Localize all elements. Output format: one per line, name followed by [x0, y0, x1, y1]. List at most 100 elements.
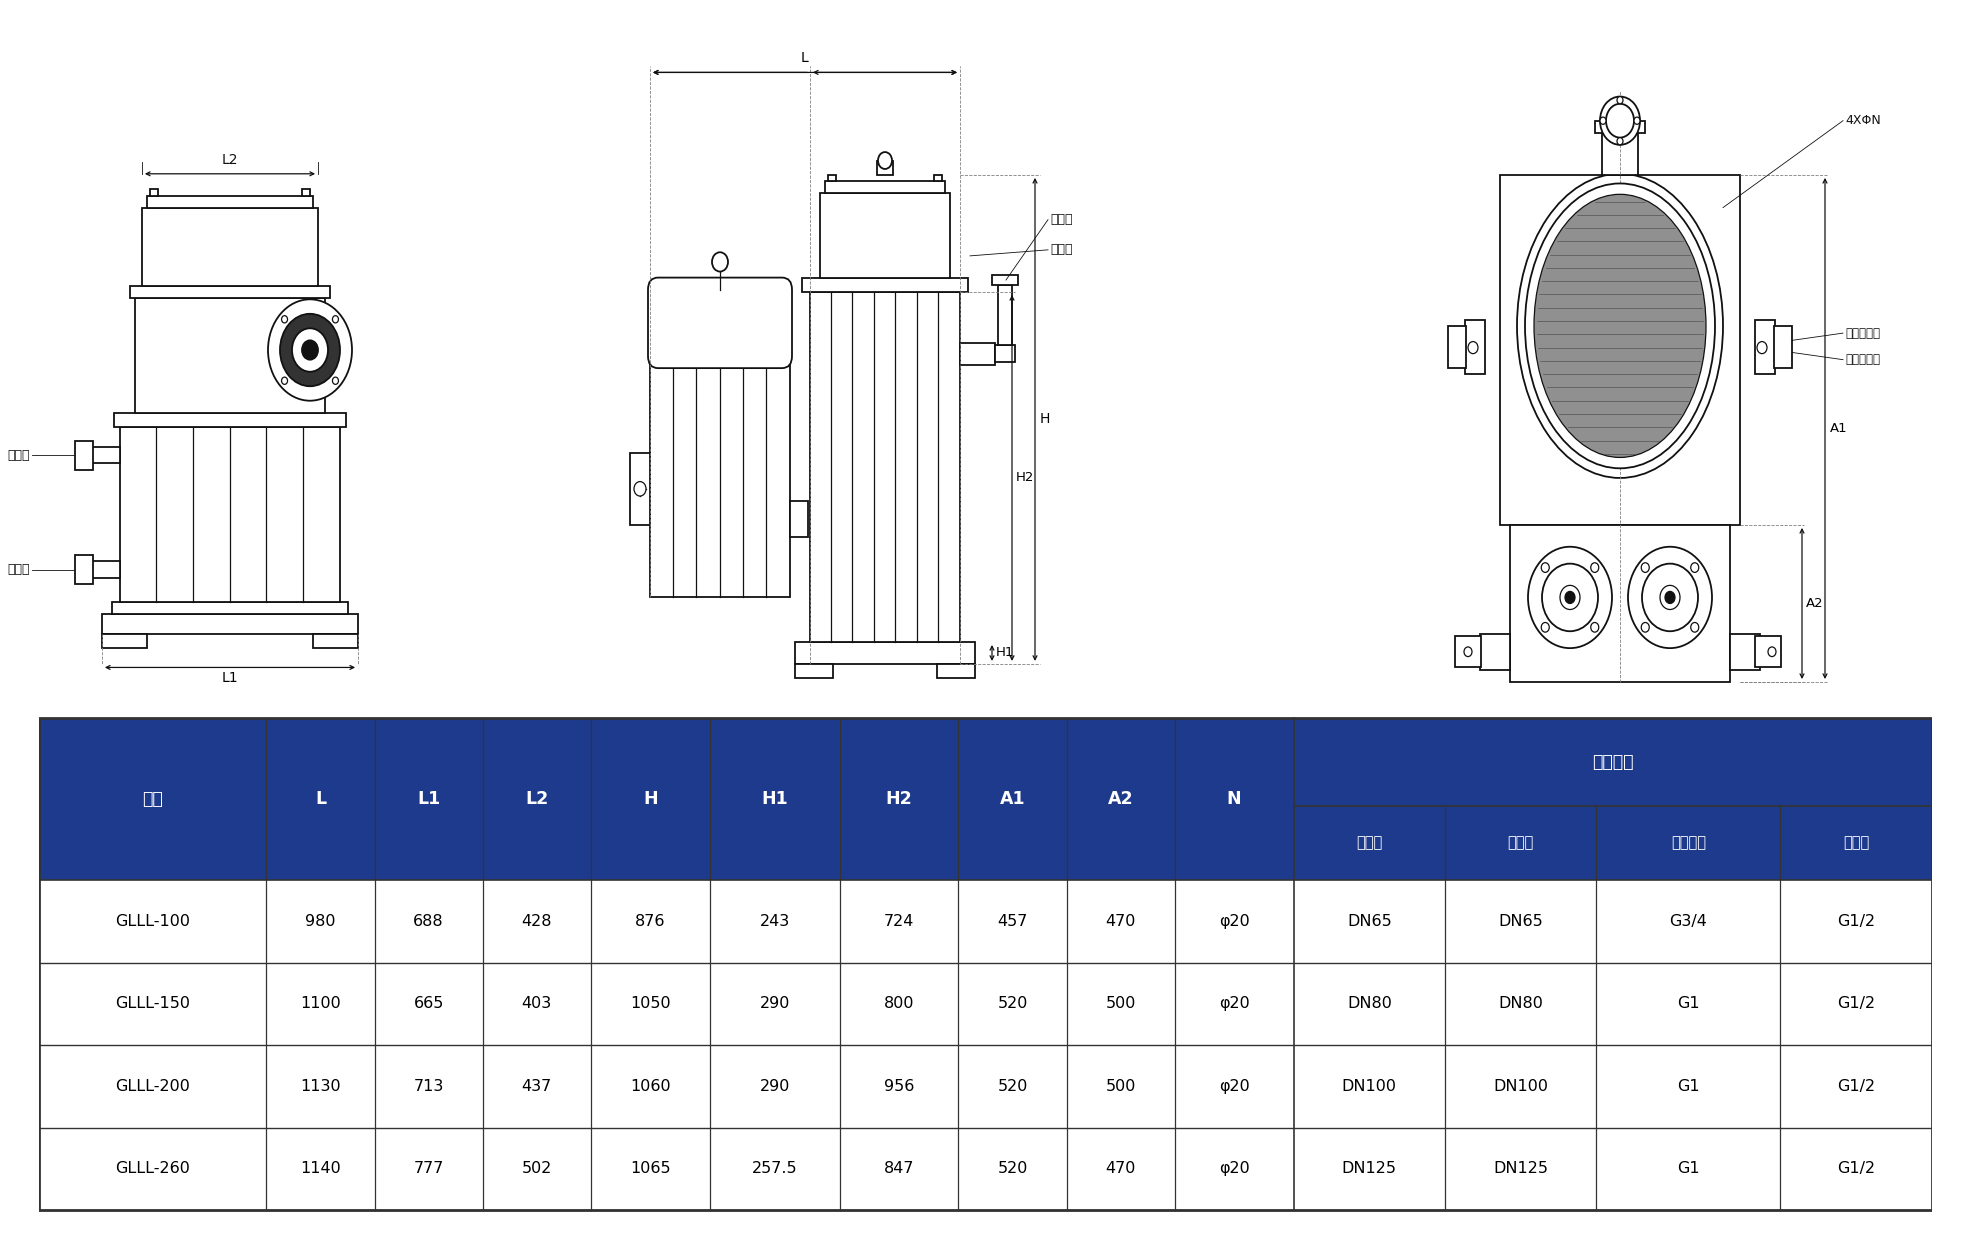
Text: 排液口: 排液口: [8, 449, 30, 461]
Text: 437: 437: [522, 1079, 552, 1094]
Text: A2: A2: [1805, 597, 1823, 610]
Circle shape: [1565, 591, 1575, 603]
Text: 1140: 1140: [300, 1161, 341, 1177]
Bar: [1464, 320, 1484, 374]
Circle shape: [268, 300, 353, 400]
Circle shape: [1665, 591, 1675, 603]
Bar: [995, 346, 1015, 362]
Text: DN100: DN100: [1342, 1079, 1397, 1094]
Text: G1/2: G1/2: [1837, 1079, 1874, 1094]
Text: G3/4: G3/4: [1669, 914, 1707, 929]
Text: L: L: [800, 51, 808, 66]
Text: 冷卻水出口: 冷卻水出口: [1845, 327, 1880, 339]
Bar: [39, 880, 1932, 963]
Text: 713: 713: [414, 1079, 443, 1094]
Text: 777: 777: [414, 1161, 443, 1177]
Circle shape: [1541, 563, 1549, 572]
Bar: [1455, 636, 1480, 668]
Text: φ20: φ20: [1218, 1161, 1250, 1177]
Text: DN65: DN65: [1498, 914, 1543, 929]
Circle shape: [1628, 546, 1713, 648]
Text: φ20: φ20: [1218, 1079, 1250, 1094]
Text: L: L: [315, 789, 325, 808]
Text: 1050: 1050: [631, 996, 670, 1011]
Bar: [934, 175, 942, 181]
Bar: [802, 278, 968, 292]
Text: G1/2: G1/2: [1837, 914, 1874, 929]
Bar: [120, 427, 341, 602]
Circle shape: [1616, 138, 1622, 145]
Circle shape: [1541, 622, 1549, 632]
FancyBboxPatch shape: [648, 278, 792, 368]
Circle shape: [1642, 563, 1650, 572]
Circle shape: [333, 316, 339, 323]
Text: H2: H2: [885, 789, 913, 808]
Bar: [1293, 807, 1932, 880]
Bar: [936, 664, 976, 678]
Text: 847: 847: [883, 1161, 915, 1177]
Circle shape: [1464, 647, 1472, 657]
Bar: [142, 208, 317, 286]
Text: 500: 500: [1106, 1079, 1135, 1094]
Text: A1: A1: [1829, 422, 1847, 435]
Text: G1: G1: [1677, 1079, 1699, 1094]
Circle shape: [280, 313, 341, 387]
Text: H: H: [643, 789, 658, 808]
Text: 876: 876: [635, 914, 666, 929]
Circle shape: [877, 152, 893, 169]
Text: 457: 457: [997, 914, 1027, 929]
Bar: [150, 190, 158, 196]
Bar: [1595, 120, 1646, 133]
Text: 800: 800: [883, 996, 915, 1011]
Bar: [1510, 525, 1731, 681]
Text: 980: 980: [306, 914, 335, 929]
Circle shape: [1600, 97, 1640, 145]
Text: 排氣口: 排氣口: [1508, 835, 1533, 851]
Text: L1: L1: [221, 672, 238, 685]
Bar: [790, 501, 808, 536]
Bar: [313, 633, 359, 648]
Text: 724: 724: [883, 914, 915, 929]
Text: DN80: DN80: [1346, 996, 1392, 1011]
Text: G1: G1: [1677, 996, 1699, 1011]
Bar: [631, 452, 650, 525]
Bar: [991, 275, 1017, 285]
Text: 257.5: 257.5: [751, 1161, 798, 1177]
Bar: [1731, 633, 1760, 670]
Text: 688: 688: [414, 914, 443, 929]
Ellipse shape: [1533, 195, 1707, 457]
Circle shape: [1660, 585, 1679, 610]
Text: DN100: DN100: [1494, 1079, 1547, 1094]
Text: 接口口徑: 接口口徑: [1593, 753, 1634, 771]
Bar: [1602, 133, 1638, 175]
Bar: [794, 642, 976, 664]
Text: GLLL-100: GLLL-100: [116, 914, 191, 929]
Bar: [148, 196, 313, 208]
Text: 956: 956: [883, 1079, 915, 1094]
Text: N: N: [1226, 789, 1242, 808]
Circle shape: [1600, 116, 1606, 124]
Circle shape: [1616, 97, 1622, 104]
Bar: [39, 717, 1293, 880]
Bar: [302, 190, 309, 196]
Text: H: H: [1041, 413, 1051, 426]
Bar: [997, 285, 1011, 346]
Circle shape: [282, 377, 288, 384]
Circle shape: [333, 377, 339, 384]
Text: DN125: DN125: [1494, 1161, 1547, 1177]
Circle shape: [1642, 622, 1650, 632]
Circle shape: [1591, 563, 1598, 572]
Bar: [1774, 326, 1792, 368]
Bar: [93, 446, 120, 463]
Text: L1: L1: [418, 789, 440, 808]
Bar: [75, 441, 93, 470]
Text: A2: A2: [1108, 789, 1133, 808]
Circle shape: [635, 482, 646, 496]
Ellipse shape: [1526, 183, 1715, 468]
Text: 4XΦN: 4XΦN: [1845, 114, 1880, 128]
Text: GLLL-200: GLLL-200: [116, 1079, 191, 1094]
Bar: [794, 664, 834, 678]
Bar: [102, 615, 359, 633]
Text: L2: L2: [524, 789, 548, 808]
Circle shape: [1559, 585, 1581, 610]
